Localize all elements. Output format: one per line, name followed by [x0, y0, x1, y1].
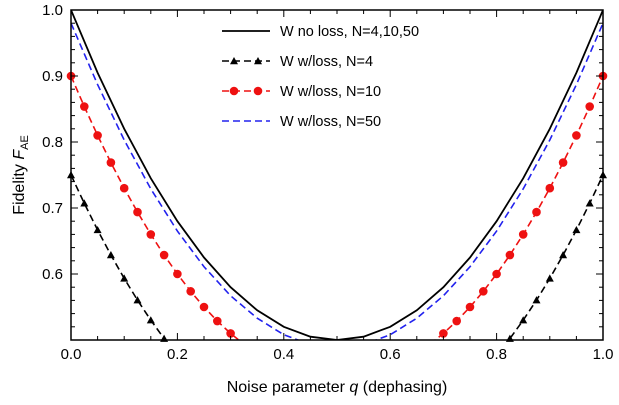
- series-1-point: [106, 250, 115, 259]
- legend-entry-0: W no loss, N=4,10,50: [222, 24, 419, 40]
- series-1-line-0: [71, 174, 167, 340]
- markers-layer: [66, 71, 608, 342]
- series-2-point: [518, 230, 528, 239]
- legend: W no loss, N=4,10,50 W w/loss, N=4 W w/los…: [222, 24, 419, 130]
- series-1-point: [519, 316, 528, 324]
- series-2-point: [119, 183, 129, 193]
- series-2-point: [213, 316, 222, 326]
- x-tick-label: 1.0: [593, 346, 614, 363]
- series-2-point: [505, 250, 515, 260]
- x-axis-label: Noise parameter q (dephasing): [227, 379, 448, 396]
- legend-marker: [230, 57, 238, 65]
- series-2-point: [133, 207, 142, 217]
- legend-marker: [254, 57, 262, 65]
- series-1-point: [585, 199, 594, 207]
- series-1-line-1: [507, 174, 603, 340]
- y-tick-label: 0.8: [42, 134, 63, 151]
- y-tick-label: 0.6: [42, 266, 63, 283]
- x-tick-label: 0.0: [61, 346, 82, 363]
- series-2-point: [106, 158, 116, 167]
- series-2-point: [492, 269, 501, 279]
- legend-label: W w/loss, N=50: [280, 114, 381, 130]
- series-2-point: [479, 287, 488, 296]
- y-tick-label: 0.9: [42, 68, 63, 85]
- series-2-point: [80, 102, 89, 111]
- legend-entry-1: W w/loss, N=4: [222, 54, 373, 70]
- y-tick-label: 1.0: [42, 2, 63, 19]
- series-2-point: [585, 102, 594, 111]
- series-1-point: [93, 225, 102, 234]
- series-2-point: [159, 250, 169, 260]
- series-1-point: [146, 316, 155, 324]
- series-2-point: [173, 269, 182, 279]
- series-2-point: [572, 131, 581, 140]
- series-1-point: [80, 199, 89, 207]
- y-tick-label: 0.7: [42, 200, 63, 217]
- y-axis-label: Fidelity FAE: [11, 135, 31, 215]
- series-2-point: [226, 329, 235, 338]
- series-3-line-0: [71, 22, 603, 340]
- series-1-point: [532, 296, 541, 304]
- x-tick-label: 0.8: [486, 346, 507, 363]
- series-2-line-0: [71, 75, 241, 340]
- ticks-layer: [70, 9, 604, 340]
- legend-label: W w/loss, N=10: [280, 84, 381, 100]
- x-tick-label: 0.2: [167, 346, 188, 363]
- series-2-point: [545, 183, 555, 193]
- legend-label: W w/loss, N=4: [280, 54, 373, 70]
- series-2-point: [199, 302, 209, 312]
- x-tick-label: 0.6: [380, 346, 401, 363]
- series-2-point: [93, 131, 102, 140]
- series-2-point: [452, 316, 462, 326]
- legend-marker: [253, 86, 263, 96]
- series-1-point: [572, 225, 581, 234]
- legend-marker: [229, 86, 239, 96]
- series-1-point: [133, 296, 142, 304]
- series-2-point: [532, 207, 541, 217]
- series-2-point: [146, 230, 156, 239]
- x-tick-label: 0.4: [273, 346, 294, 363]
- series-2-point: [558, 158, 568, 167]
- legend-entry-2: W w/loss, N=10: [222, 84, 381, 100]
- series-2-point: [465, 302, 475, 312]
- series-1-point: [559, 250, 568, 259]
- legend-entry-3: W w/loss, N=50: [222, 114, 381, 130]
- series-1-point: [120, 274, 129, 282]
- tick-labels-layer: 0.0 0.2 0.4 0.6 0.8 1.0 0.6 0.7 0.8 0.9 1.0: [42, 2, 613, 363]
- legend-label: W no loss, N=4,10,50: [280, 24, 419, 40]
- series-1-point: [545, 274, 554, 282]
- series-2-line-1: [433, 75, 603, 340]
- series-2-point: [186, 287, 195, 296]
- series-0-line-0: [71, 10, 603, 340]
- series-2-point: [439, 329, 448, 338]
